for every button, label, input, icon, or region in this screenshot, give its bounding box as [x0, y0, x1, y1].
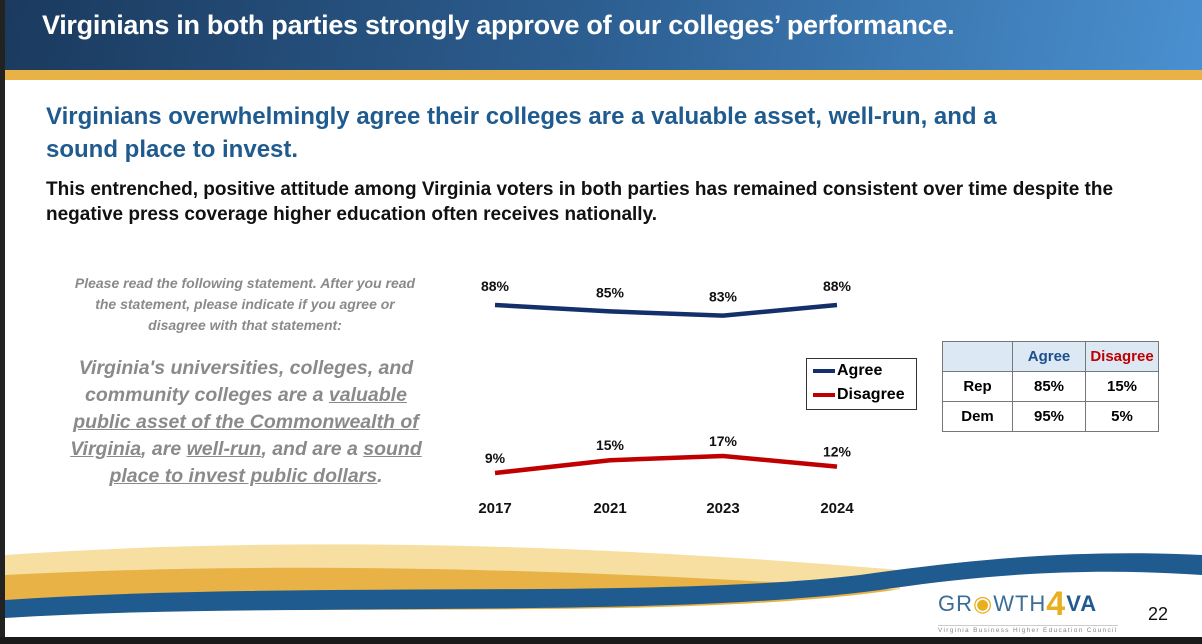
table-cell: Rep	[942, 371, 1013, 402]
table-cell: 5%	[1085, 401, 1159, 432]
survey-question: Please read the following statement. Aft…	[74, 275, 416, 333]
x-tick-label: 2023	[706, 500, 739, 517]
table-row: Rep 85% 15%	[942, 371, 1159, 402]
statement-text: .	[377, 465, 383, 487]
statement-underlined: valuable public asset of the Commonwealt…	[70, 384, 419, 460]
x-tick-label: 2021	[593, 500, 626, 517]
slide-subtitle: Virginians overwhelmingly agree their co…	[46, 103, 997, 163]
legend-label: Disagree	[837, 386, 905, 403]
growth4va-logo: GR◉WTH4VA Virginia Business Higher Educa…	[938, 585, 1118, 634]
table-row: Dem 95% 5%	[942, 401, 1159, 432]
logo-subtitle: Virginia Business Higher Education Counc…	[938, 625, 1118, 634]
legend-swatch	[813, 393, 835, 397]
data-label: 15%	[596, 437, 625, 453]
legend-agree: Agree	[807, 359, 916, 383]
series-line-disagree	[494, 453, 838, 476]
bottom-bar	[0, 637, 1202, 644]
data-label: 83%	[709, 289, 738, 305]
statement-text: , are	[141, 438, 187, 460]
data-label: 85%	[596, 284, 625, 300]
chart-legend: Agree Disagree	[806, 358, 917, 410]
title-banner	[5, 0, 1202, 70]
survey-statement: Virginia's universities, colleges, and c…	[66, 355, 426, 490]
table-cell: 95%	[1012, 401, 1086, 432]
statement-text: Virginia's universities, colleges, and c…	[78, 357, 414, 406]
lead-text: This entrenched, positive attitude among…	[46, 179, 1114, 225]
series-line-agree	[494, 302, 838, 318]
page-number: 22	[1148, 604, 1169, 624]
legend-label: Agree	[837, 362, 883, 379]
logo-wordmark: GR◉WTH4VA	[938, 585, 1098, 623]
x-tick-label: 2024	[820, 500, 854, 517]
statement-underlined: well-run	[186, 438, 262, 460]
slide-title: Virginians in both parties strongly appr…	[42, 10, 955, 40]
legend-disagree: Disagree	[807, 383, 916, 407]
data-label: 88%	[823, 278, 852, 294]
data-label: 17%	[709, 433, 738, 449]
data-label: 88%	[481, 278, 510, 294]
table-cell: Dem	[942, 401, 1013, 432]
legend-swatch	[813, 369, 835, 373]
table-header-cell: Disagree	[1085, 341, 1159, 372]
statement-underlined: sound place to invest public dollars	[109, 438, 422, 487]
data-label: 9%	[485, 450, 506, 466]
table-header-cell	[942, 341, 1013, 372]
data-label: 12%	[823, 444, 852, 460]
table-header-cell: Agree	[1012, 341, 1086, 372]
statement-text: , and are a	[261, 438, 364, 460]
gold-stripe	[5, 70, 1202, 80]
table-header-row: Agree Disagree	[942, 341, 1159, 372]
party-table: Agree Disagree Rep 85% 15% Dem 95% 5%	[942, 341, 1159, 432]
window-border	[0, 0, 5, 644]
x-tick-label: 2017	[478, 500, 511, 517]
